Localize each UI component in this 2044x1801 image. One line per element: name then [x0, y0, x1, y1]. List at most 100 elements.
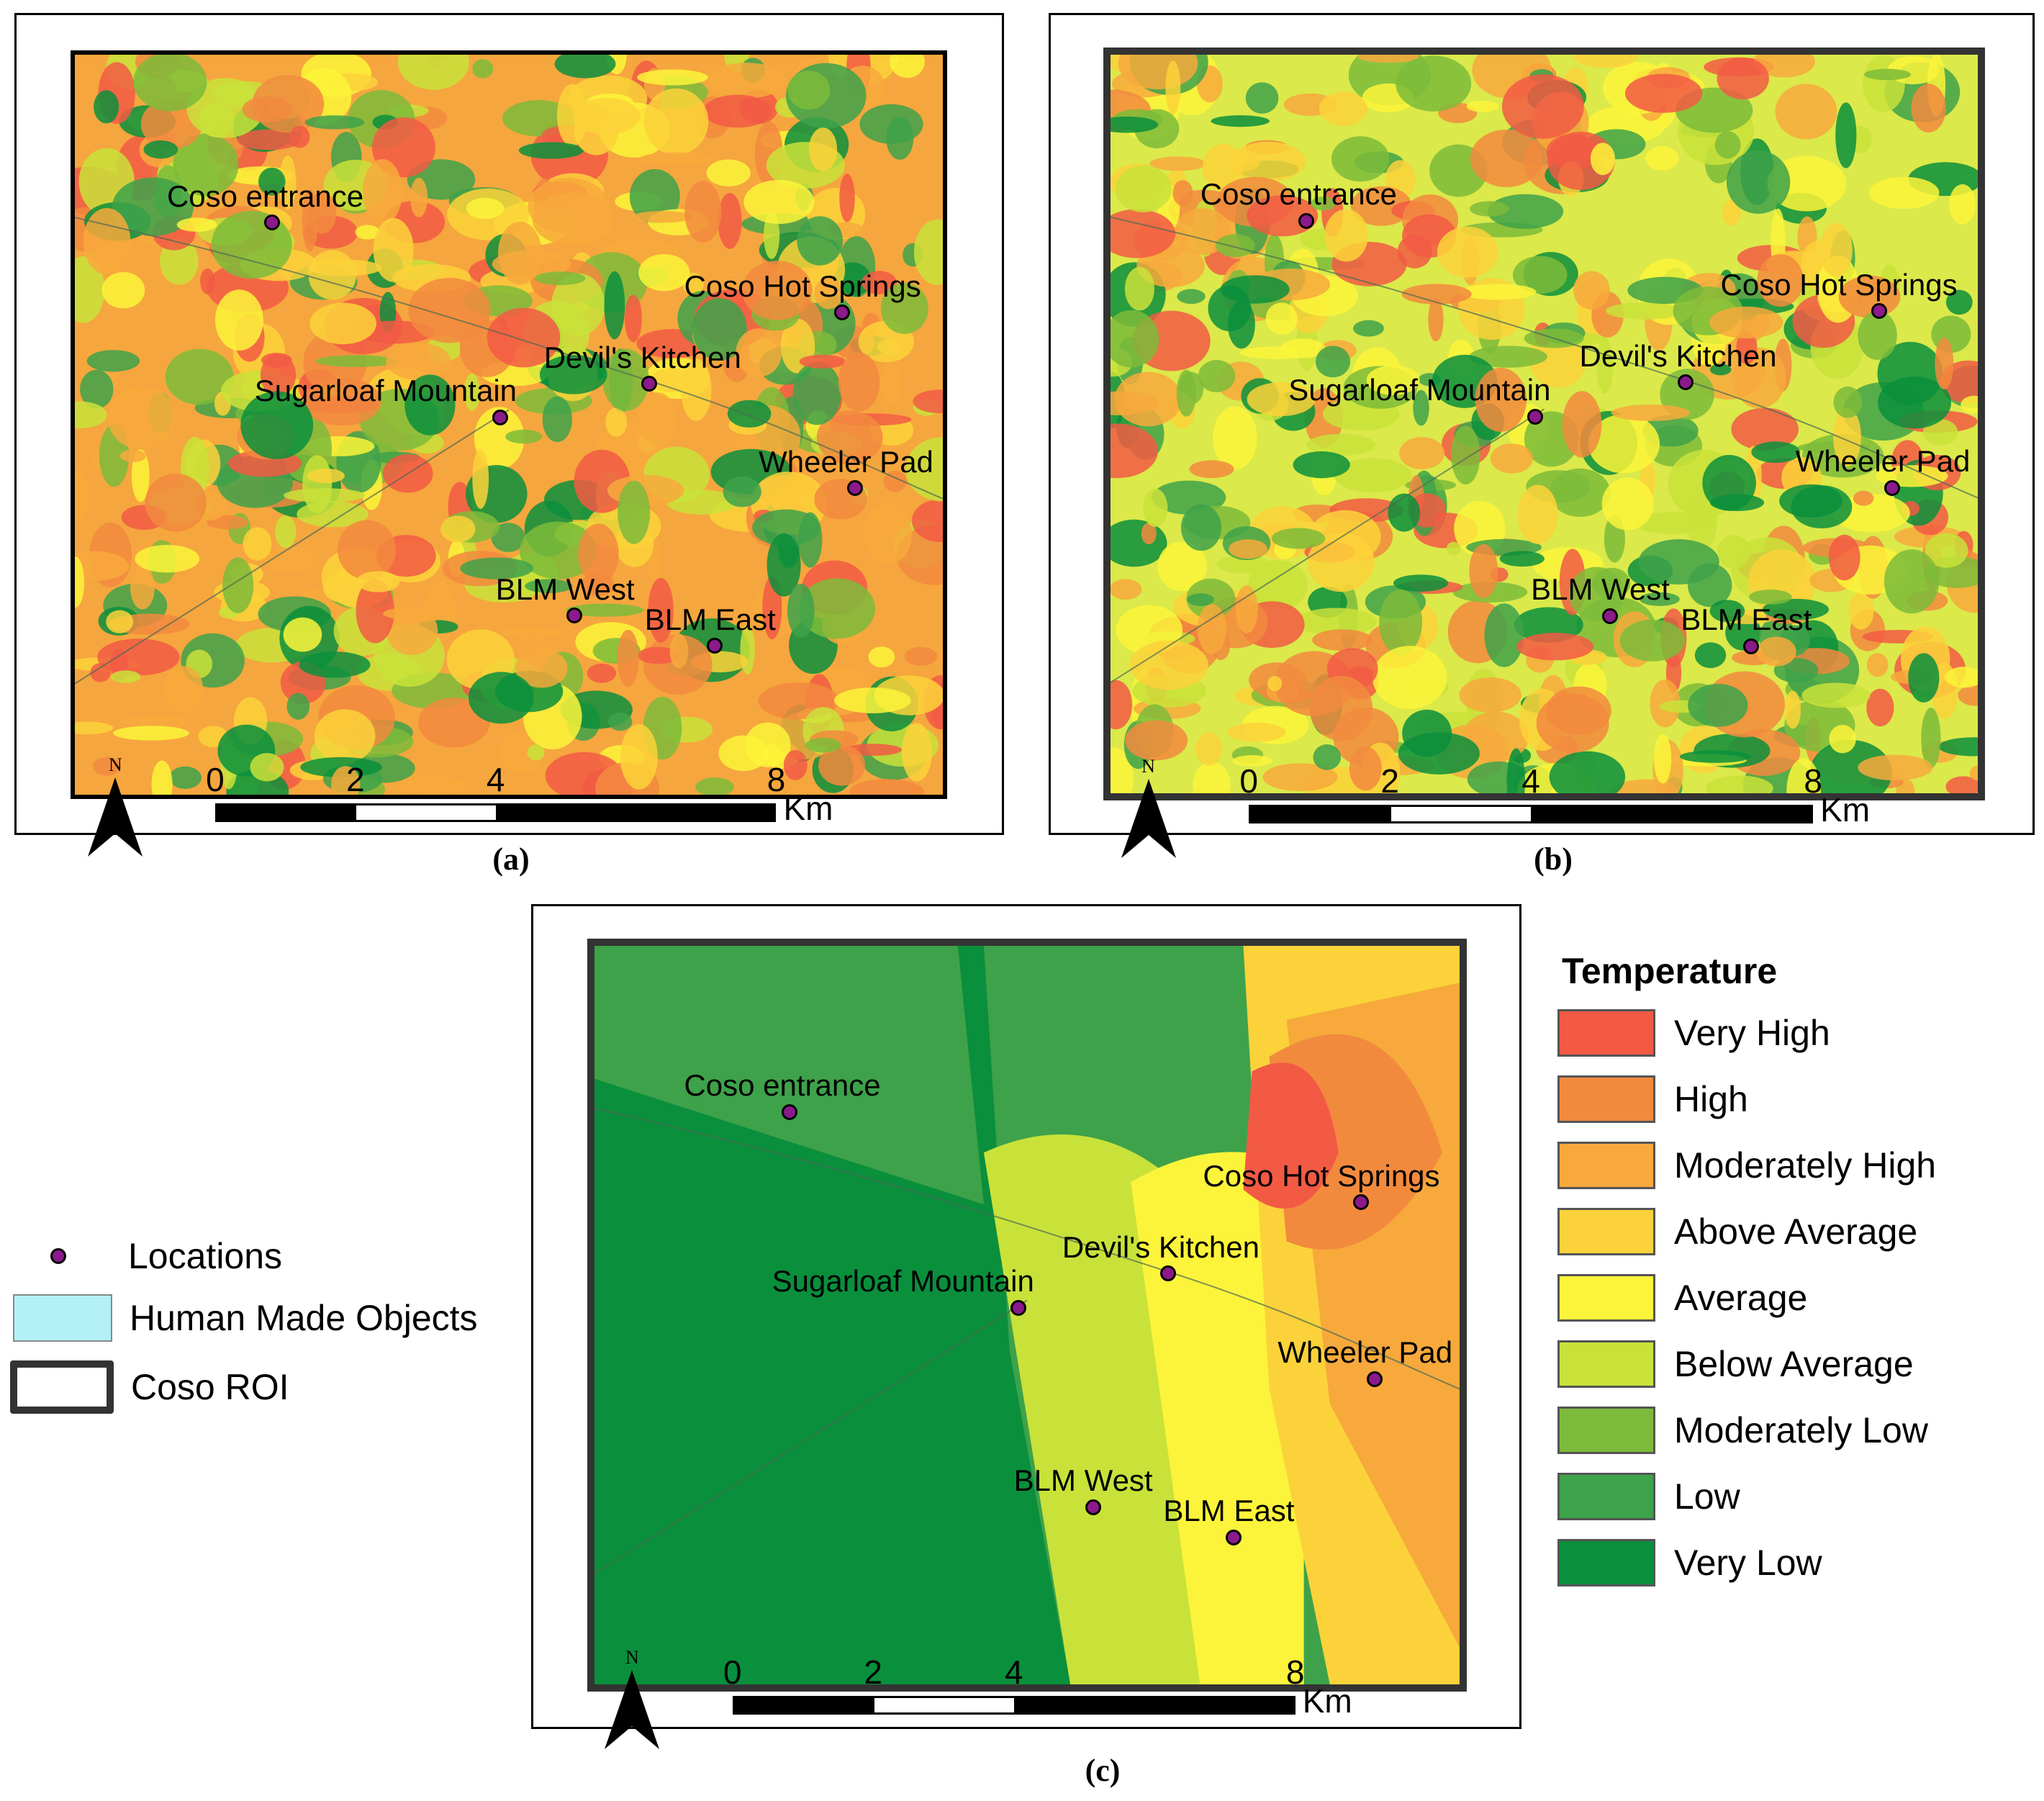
terrain-patch [1229, 150, 1261, 171]
terrain-patch [525, 579, 573, 593]
scale-tick-label: 2 [346, 761, 365, 798]
terrain-patch [913, 389, 943, 413]
terrain-patch [1331, 136, 1390, 182]
location-label: Wheeler Pad [759, 445, 933, 479]
legend-label: Very High [1674, 1013, 1830, 1053]
terrain-patch [1462, 711, 1529, 762]
terrain-patch [707, 63, 785, 99]
terrain-patch [309, 302, 377, 345]
terrain-raster [1111, 55, 1978, 793]
terrain-patch [1709, 306, 1783, 339]
terrain-patch [787, 584, 815, 638]
terrain-patch [1280, 338, 1326, 358]
terrain-patch [727, 400, 772, 428]
legend-item: High [1557, 1075, 1748, 1123]
terrain-patch [110, 670, 141, 683]
terrain-patch [608, 713, 633, 731]
terrain-patch [868, 646, 895, 668]
terrain-patch [1293, 451, 1350, 479]
terrain-patch [632, 211, 693, 223]
location-dot-icon [1366, 1371, 1383, 1387]
terrain-patch [572, 97, 641, 135]
location-label: Sugarloaf Mountain [772, 1264, 1034, 1298]
terrain-patch [798, 578, 876, 639]
terrain-patch [86, 350, 140, 372]
location-label: BLM West [1531, 572, 1670, 607]
terrain-patch [382, 606, 461, 621]
legend-label: Above Average [1674, 1211, 1918, 1252]
location-dot-icon [1085, 1499, 1101, 1515]
terrain-patch [669, 633, 689, 669]
terrain-patch [101, 271, 145, 309]
terrain-patch [1709, 600, 1745, 623]
terrain-patch [518, 142, 584, 159]
terrain-patch [849, 779, 925, 795]
terrain-patch [315, 355, 397, 367]
scale-tick-label: 2 [1380, 762, 1399, 800]
terrain-patch [1868, 176, 1940, 209]
side-legend-roi: Coso ROI [10, 1360, 289, 1414]
terrain-patch [1757, 636, 1796, 667]
terrain-patch [1884, 549, 1940, 614]
terrain-patch [901, 723, 932, 782]
terrain-patch [1142, 488, 1168, 528]
terrain-patch [1590, 143, 1615, 176]
terrain-patch [1313, 744, 1342, 770]
location-dot-icon [1602, 608, 1619, 624]
terrain-patch [1469, 346, 1547, 368]
terrain-patch [1189, 460, 1234, 479]
terrain-patch [1753, 55, 1816, 78]
terrain-patch [331, 766, 361, 795]
terrain-patch [1596, 337, 1614, 394]
terrain-patch [1469, 543, 1498, 598]
terrain-patch [743, 179, 815, 225]
terrain-patch [1379, 589, 1423, 655]
location-dot-icon [707, 637, 723, 654]
terrain-patch [408, 277, 491, 343]
legend-item: Very High [1557, 1009, 1830, 1057]
terrain-patch [1198, 360, 1236, 392]
terrain-patch [173, 133, 239, 197]
terrain-patch [1694, 642, 1727, 669]
terrain-patch [534, 271, 586, 286]
terrain-patch [1402, 709, 1452, 757]
terrain-patch [1437, 226, 1498, 278]
legend-label: High [1674, 1079, 1748, 1119]
terrain-patch [814, 277, 843, 310]
terrain-patch [1187, 593, 1215, 606]
location-dot-icon [847, 480, 864, 497]
terrain-patch [1309, 675, 1373, 741]
terrain-patch [839, 173, 855, 222]
terrain-patch [356, 571, 400, 592]
terrain-patch [1866, 688, 1894, 727]
terrain-patch [302, 189, 318, 252]
terrain-patch [1125, 720, 1188, 761]
terrain-patch [75, 551, 130, 582]
scale-bar-segment [1013, 1698, 1293, 1712]
terrain-patch [637, 646, 679, 664]
side-legend-roi-label: Coso ROI [131, 1367, 289, 1407]
terrain-patch [355, 225, 380, 240]
road-line [1111, 408, 1545, 683]
legend-swatch [1557, 1274, 1655, 1322]
terrain-patch [1499, 551, 1545, 567]
terrain-patch [1938, 737, 1978, 757]
terrain-patch [240, 391, 314, 459]
terrain-patch [620, 724, 658, 790]
terrain-patch [1193, 762, 1231, 793]
location-dot-icon [1527, 408, 1544, 425]
terrain-patch [1334, 458, 1412, 492]
panel-c-map [587, 939, 1467, 1692]
terrain-patch [83, 208, 131, 275]
terrain-patch [1958, 685, 1978, 706]
scale-bar-segment [874, 1698, 1014, 1712]
terrain-patch [1149, 156, 1207, 171]
terrain-patch [1731, 407, 1799, 451]
terrain-patch [242, 96, 293, 123]
terrain-patch [604, 271, 625, 340]
scale-bar-segment [1531, 807, 1812, 821]
caption-a: (a) [492, 841, 530, 877]
terrain-patch [505, 429, 543, 444]
terrain-patch [289, 125, 310, 148]
location-label: Sugarloaf Mountain [1288, 373, 1551, 407]
